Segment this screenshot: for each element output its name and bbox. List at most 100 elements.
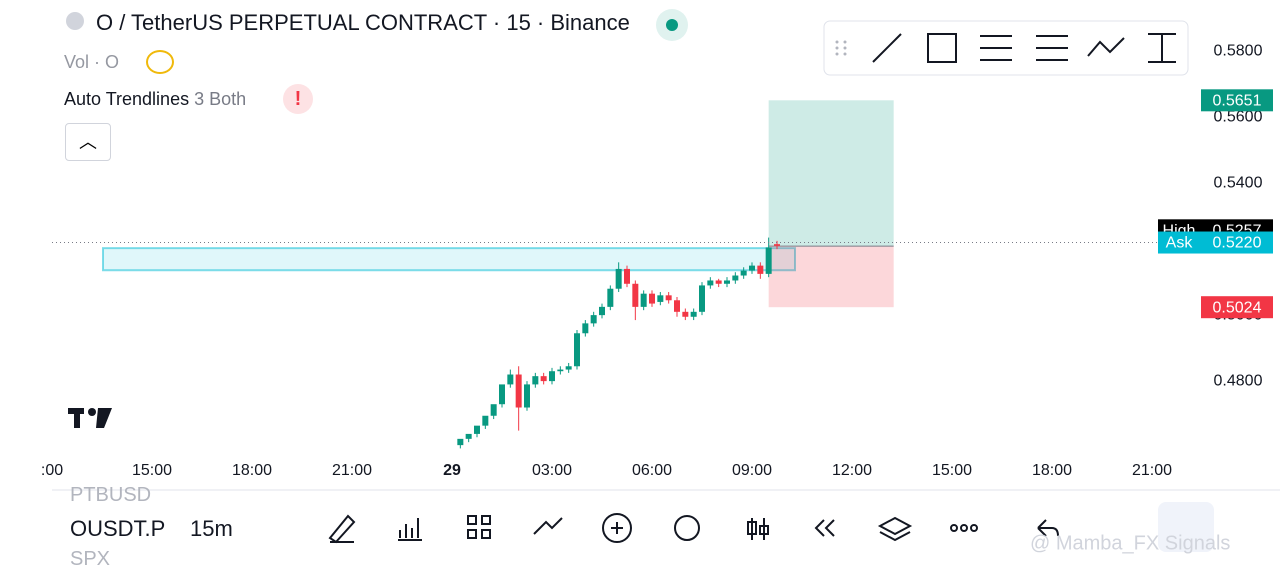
candle-body bbox=[549, 371, 555, 382]
candle-body bbox=[640, 293, 647, 307]
price-label: 0.5024 bbox=[1213, 299, 1262, 316]
target-area bbox=[768, 100, 894, 247]
hide-icon[interactable] bbox=[146, 50, 174, 74]
candle-body bbox=[565, 366, 572, 370]
price-label-name: Ask bbox=[1166, 235, 1194, 252]
indicator-label: Auto Trendlines 3 Both bbox=[64, 89, 246, 110]
draw-button[interactable] bbox=[328, 514, 356, 544]
x-tick-label: 03:00 bbox=[532, 462, 572, 479]
tv-logo bbox=[68, 408, 112, 428]
x-tick-label: 06:00 bbox=[632, 462, 672, 479]
level-tool[interactable] bbox=[1036, 35, 1068, 61]
stop-area bbox=[768, 246, 894, 308]
price-label-name-bg bbox=[1158, 231, 1201, 254]
price-label-bg bbox=[1201, 89, 1273, 112]
x-tick-label: 15:00 bbox=[132, 462, 172, 479]
y-tick-label: 0.5800 bbox=[1214, 42, 1263, 59]
watermark: @ Mamba_FX Signals bbox=[1030, 532, 1230, 554]
candle-body bbox=[757, 265, 764, 274]
indicator-error[interactable]: ! bbox=[283, 84, 313, 114]
candle-body bbox=[557, 369, 564, 372]
candle-body bbox=[715, 280, 722, 284]
y-tick-label: 0.5600 bbox=[1214, 108, 1263, 125]
candle-body bbox=[532, 376, 539, 385]
candle-body bbox=[665, 295, 672, 301]
candle-body bbox=[607, 288, 614, 307]
candle-body bbox=[749, 265, 755, 271]
path-tool[interactable] bbox=[1087, 37, 1125, 57]
add-button[interactable] bbox=[602, 513, 632, 543]
x-tick-label: 18:00 bbox=[232, 462, 272, 479]
candle-body bbox=[540, 376, 547, 382]
candle-body bbox=[457, 438, 464, 446]
interval[interactable]: 15m bbox=[190, 516, 233, 541]
candle-body bbox=[699, 285, 705, 312]
measure-tool[interactable] bbox=[1148, 33, 1176, 63]
candle-body bbox=[465, 433, 472, 439]
x-tick-label: 09:00 bbox=[732, 462, 772, 479]
candle-body bbox=[632, 283, 639, 307]
x-tick-label: :00 bbox=[41, 462, 63, 479]
x-tick-label: 29 bbox=[443, 462, 461, 479]
y-tick-label: 0.5400 bbox=[1214, 174, 1263, 191]
bar-style-button[interactable] bbox=[747, 518, 769, 540]
drag-handle[interactable] bbox=[835, 40, 847, 56]
indicator-name: Auto Trendlines bbox=[64, 89, 190, 109]
symbol[interactable]: OUSDT.P bbox=[70, 516, 166, 541]
bottom-toolbar: @ Mamba_FX Signals bbox=[328, 502, 1230, 554]
candle-body bbox=[524, 384, 530, 408]
drawing-toolbar[interactable] bbox=[823, 20, 1189, 76]
alert-button[interactable] bbox=[674, 515, 700, 541]
candle-body bbox=[690, 311, 697, 317]
candle-body bbox=[657, 295, 664, 302]
objects-button[interactable] bbox=[877, 516, 913, 542]
candle-body bbox=[599, 306, 605, 316]
status-dot bbox=[666, 19, 678, 31]
layouts-button[interactable] bbox=[467, 515, 491, 539]
candle-body bbox=[740, 270, 747, 276]
candle-body bbox=[499, 384, 505, 405]
price-label: 0.5651 bbox=[1213, 93, 1262, 110]
x-tick-label: 21:00 bbox=[1132, 462, 1172, 479]
indicator-params: 3 Both bbox=[194, 89, 247, 109]
candle-body bbox=[615, 268, 622, 289]
symbol-icon bbox=[66, 12, 84, 30]
candle-body bbox=[474, 425, 480, 434]
candle-body bbox=[765, 247, 772, 274]
price-label-bg bbox=[1201, 296, 1273, 319]
price-label-bg bbox=[1201, 231, 1273, 254]
trendline-tool[interactable] bbox=[872, 33, 902, 63]
candle-body bbox=[624, 268, 630, 284]
candle-body bbox=[490, 404, 497, 416]
x-tick-label: 12:00 bbox=[832, 462, 872, 479]
volume-label: Vol · O bbox=[64, 52, 120, 72]
candle-body bbox=[482, 415, 489, 426]
candle-body bbox=[774, 244, 780, 246]
candle-body bbox=[590, 315, 597, 324]
candle-body bbox=[724, 280, 730, 284]
candle-body bbox=[682, 311, 689, 317]
candle-body bbox=[582, 323, 589, 334]
replay-button[interactable] bbox=[814, 519, 835, 537]
candle-body bbox=[732, 275, 739, 281]
symbol-title: O / TetherUS PERPETUAL CONTRACT · 15 · B… bbox=[96, 10, 630, 35]
rectangle-tool[interactable] bbox=[927, 33, 957, 63]
candle-body bbox=[507, 374, 514, 385]
collapse-button[interactable]: ︿ bbox=[65, 123, 111, 161]
prev-symbol[interactable]: PTBUSD bbox=[70, 484, 152, 506]
next-symbol[interactable]: SPX bbox=[70, 548, 111, 567]
market-status[interactable] bbox=[656, 9, 688, 41]
fullscreen-button[interactable] bbox=[1158, 502, 1214, 552]
candle-body bbox=[574, 333, 580, 367]
support-tool[interactable] bbox=[980, 35, 1012, 61]
undo-button[interactable] bbox=[1037, 519, 1059, 537]
zone-box bbox=[102, 247, 796, 272]
compare-button[interactable] bbox=[533, 517, 563, 535]
candle-body bbox=[674, 300, 680, 312]
more-button[interactable] bbox=[950, 524, 958, 532]
indicators-button[interactable] bbox=[398, 518, 422, 541]
x-tick-label: 18:00 bbox=[1032, 462, 1072, 479]
candle-body bbox=[707, 280, 714, 286]
